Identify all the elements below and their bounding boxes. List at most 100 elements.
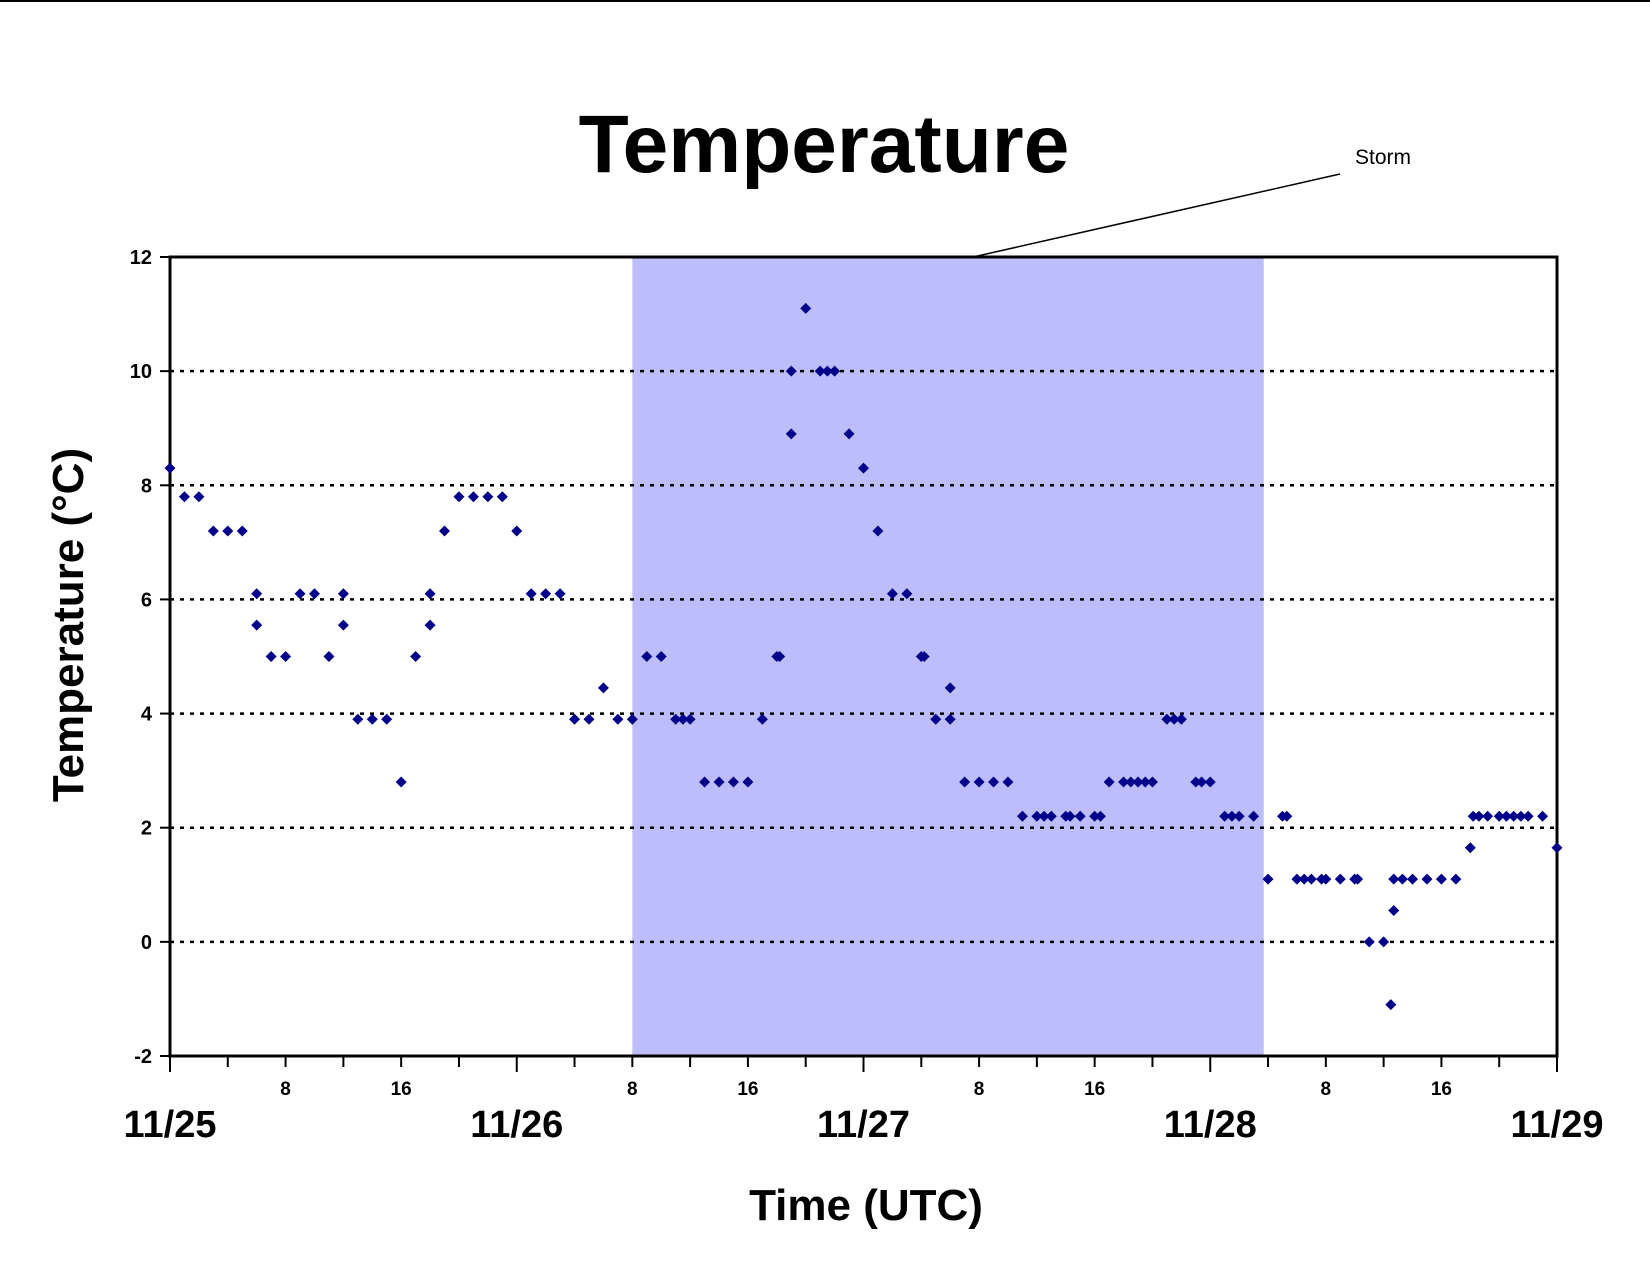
x-day-label: 11/28 xyxy=(1164,1104,1257,1146)
data-point xyxy=(1204,776,1216,788)
data-point xyxy=(1320,873,1332,885)
data-point xyxy=(858,462,869,474)
x-day-label: 11/25 xyxy=(124,1104,217,1146)
gridlines xyxy=(170,369,1557,944)
data-point xyxy=(308,588,320,600)
y-tick-label: 6 xyxy=(141,589,152,611)
data-point xyxy=(1482,810,1494,822)
data-point xyxy=(1161,713,1173,725)
x-axis: 8 16 8 16 8 16 8 16 11/25 11/26 11/27 11/28 11/29 xyxy=(124,1056,1604,1146)
storm-annotation-line xyxy=(972,173,1341,258)
data-point xyxy=(323,651,335,662)
x-hour-label: 16 xyxy=(391,1079,412,1100)
data-point xyxy=(1248,810,1260,822)
data-point xyxy=(337,619,349,631)
data-point xyxy=(1363,936,1375,948)
data-point xyxy=(1467,810,1479,822)
data-point xyxy=(1038,810,1050,822)
data-point xyxy=(251,619,263,631)
data-point xyxy=(1139,776,1151,788)
data-point xyxy=(1146,776,1158,788)
data-point xyxy=(554,588,566,600)
data-point xyxy=(1388,873,1400,885)
data-point xyxy=(1551,842,1563,854)
data-point xyxy=(583,713,595,725)
data-point xyxy=(381,713,393,725)
data-point xyxy=(886,588,898,600)
data-point xyxy=(1388,904,1400,916)
data-point xyxy=(1031,810,1043,822)
storm-period-band xyxy=(632,257,1264,1056)
y-tick-label: 4 xyxy=(141,704,153,726)
data-point xyxy=(352,713,364,725)
x-hour-label: 16 xyxy=(1084,1079,1105,1100)
x-hour-label: 16 xyxy=(737,1079,758,1100)
data-point xyxy=(1089,810,1101,822)
data-point xyxy=(496,491,508,503)
data-point xyxy=(1168,713,1180,725)
data-point xyxy=(1464,842,1476,854)
data-point xyxy=(872,525,884,537)
data-point xyxy=(612,713,624,725)
data-point xyxy=(1190,776,1202,788)
data-point xyxy=(1281,810,1293,822)
data-point xyxy=(670,713,682,725)
data-point xyxy=(525,588,537,600)
data-point xyxy=(1493,810,1505,822)
y-axis-label: Temperature (°C) xyxy=(44,448,93,802)
data-point xyxy=(1291,873,1303,885)
data-point xyxy=(1522,810,1534,822)
data-point xyxy=(511,525,523,537)
x-day-label: 11/27 xyxy=(817,1104,910,1146)
data-point xyxy=(424,619,436,631)
x-axis-label: Time (UTC) xyxy=(749,1181,983,1230)
data-point xyxy=(1074,810,1086,822)
y-axis: -2 0 2 4 6 8 10 12 xyxy=(130,247,170,1068)
data-point xyxy=(1435,873,1447,885)
data-point xyxy=(1132,776,1144,788)
data-point xyxy=(265,651,277,662)
y-tick-label: 2 xyxy=(141,818,152,840)
data-point xyxy=(727,776,739,788)
y-tick-label: 10 xyxy=(130,361,152,383)
data-point xyxy=(424,588,436,600)
data-point xyxy=(1175,713,1187,725)
data-point xyxy=(395,776,407,788)
data-point xyxy=(901,588,913,600)
data-point xyxy=(1226,810,1238,822)
data-point xyxy=(821,365,833,377)
data-point xyxy=(756,713,768,725)
x-hour-label: 16 xyxy=(1431,1079,1452,1100)
data-point xyxy=(944,682,956,694)
data-point xyxy=(294,588,306,600)
data-point xyxy=(1125,776,1137,788)
data-point xyxy=(1064,810,1076,822)
data-point xyxy=(1298,873,1310,885)
data-point xyxy=(1334,873,1346,885)
data-point xyxy=(1118,776,1130,788)
data-point xyxy=(453,491,465,503)
x-hour-label: 8 xyxy=(627,1079,638,1100)
data-point xyxy=(1450,873,1462,885)
data-point xyxy=(829,365,841,377)
y-tick-label: -2 xyxy=(134,1046,152,1068)
data-point xyxy=(973,776,985,788)
data-point xyxy=(1094,810,1106,822)
data-points xyxy=(164,302,1563,1011)
chart-title: Temperature xyxy=(579,99,1070,190)
data-point xyxy=(1537,810,1549,822)
y-tick-label: 0 xyxy=(141,932,152,954)
data-point xyxy=(1515,810,1527,822)
x-hour-label: 8 xyxy=(974,1079,985,1100)
data-point xyxy=(699,776,711,788)
x-day-label: 11/26 xyxy=(470,1104,563,1146)
data-point xyxy=(1508,810,1520,822)
data-point xyxy=(1396,873,1408,885)
data-point xyxy=(439,525,451,537)
data-point xyxy=(774,651,786,662)
data-point xyxy=(597,682,609,694)
top-border-line xyxy=(0,0,1650,2)
y-tick-label: 8 xyxy=(141,475,152,497)
data-point xyxy=(1002,776,1014,788)
